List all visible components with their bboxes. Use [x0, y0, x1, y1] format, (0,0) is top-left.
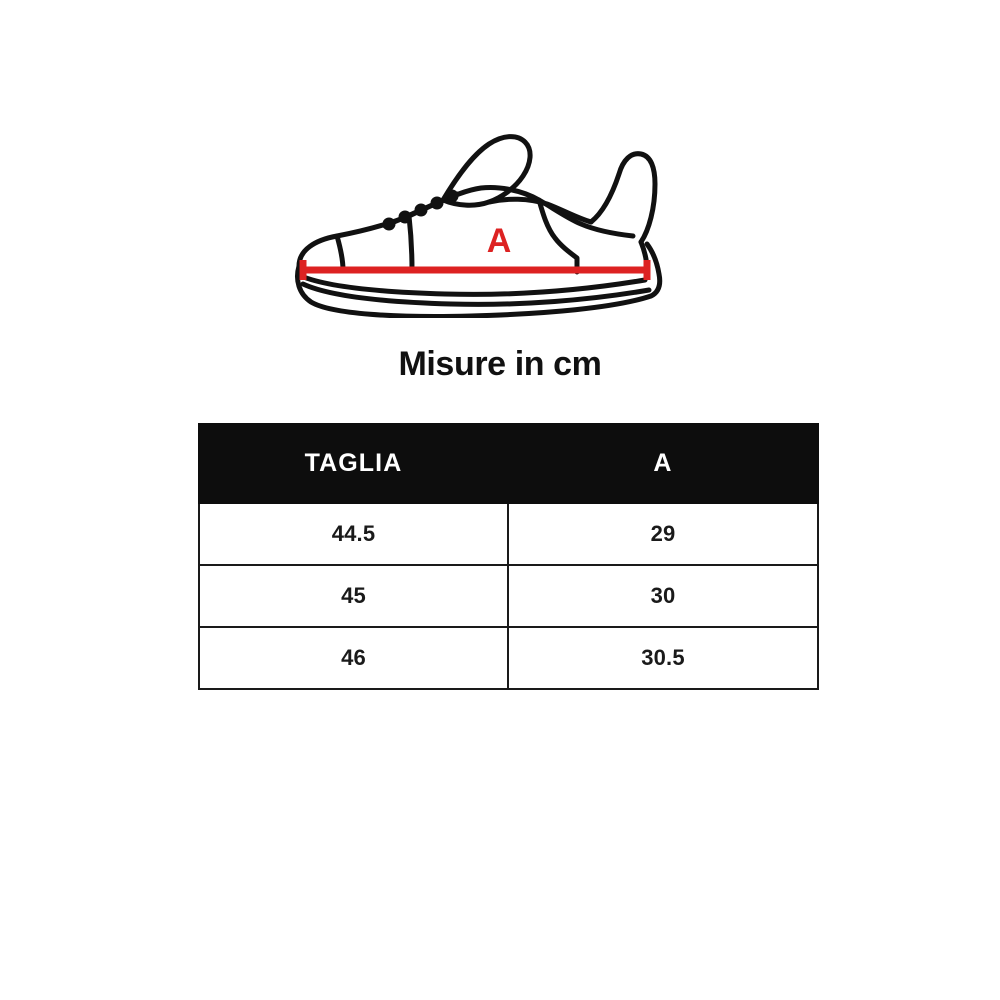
outsole-outline	[295, 241, 663, 318]
cell-a: 30.5	[507, 626, 819, 690]
table-row: 44.5 29	[198, 502, 819, 566]
table-body: 44.5 29 45 30 46 30.5	[198, 502, 819, 690]
table-header: TAGLIA A	[198, 423, 819, 504]
eyelet-icon	[398, 210, 412, 223]
measurement-line-a	[299, 259, 651, 280]
shoe-upper-outline	[296, 184, 636, 268]
column-header-a: A	[507, 423, 819, 504]
size-chart-table: TAGLIA A 44.5 29 45 30 46 30.5	[198, 423, 819, 690]
table-row: 45 30	[198, 564, 819, 628]
cell-a: 30	[507, 564, 819, 628]
tongue-outline	[440, 133, 533, 208]
table-row: 46 30.5	[198, 626, 819, 690]
eyelet-icon	[414, 203, 428, 216]
quarter-panel-seam	[536, 197, 580, 274]
cell-size: 46	[198, 626, 509, 690]
sneaker-outline-group	[295, 133, 663, 318]
cell-size: 44.5	[198, 502, 509, 566]
cell-a: 29	[507, 502, 819, 566]
eyelet-icon	[430, 196, 444, 209]
eyelet-icon	[382, 217, 396, 230]
column-header-taglia: TAGLIA	[198, 423, 509, 504]
collar-edge	[486, 196, 594, 224]
table-header-row: TAGLIA A	[198, 423, 819, 504]
sneaker-diagram-svg: A	[295, 133, 663, 318]
sneaker-illustration: A	[0, 110, 1000, 325]
vamp-panel-line	[406, 213, 415, 272]
midsole-top-band	[298, 273, 648, 297]
cell-size: 45	[198, 564, 509, 628]
toe-cap-seam	[334, 233, 346, 272]
midsole-second-band	[300, 281, 652, 307]
measurements-caption: Misure in cm	[398, 345, 602, 383]
measurement-label-a: A	[487, 222, 512, 260]
heel-counter-outline	[588, 150, 658, 244]
